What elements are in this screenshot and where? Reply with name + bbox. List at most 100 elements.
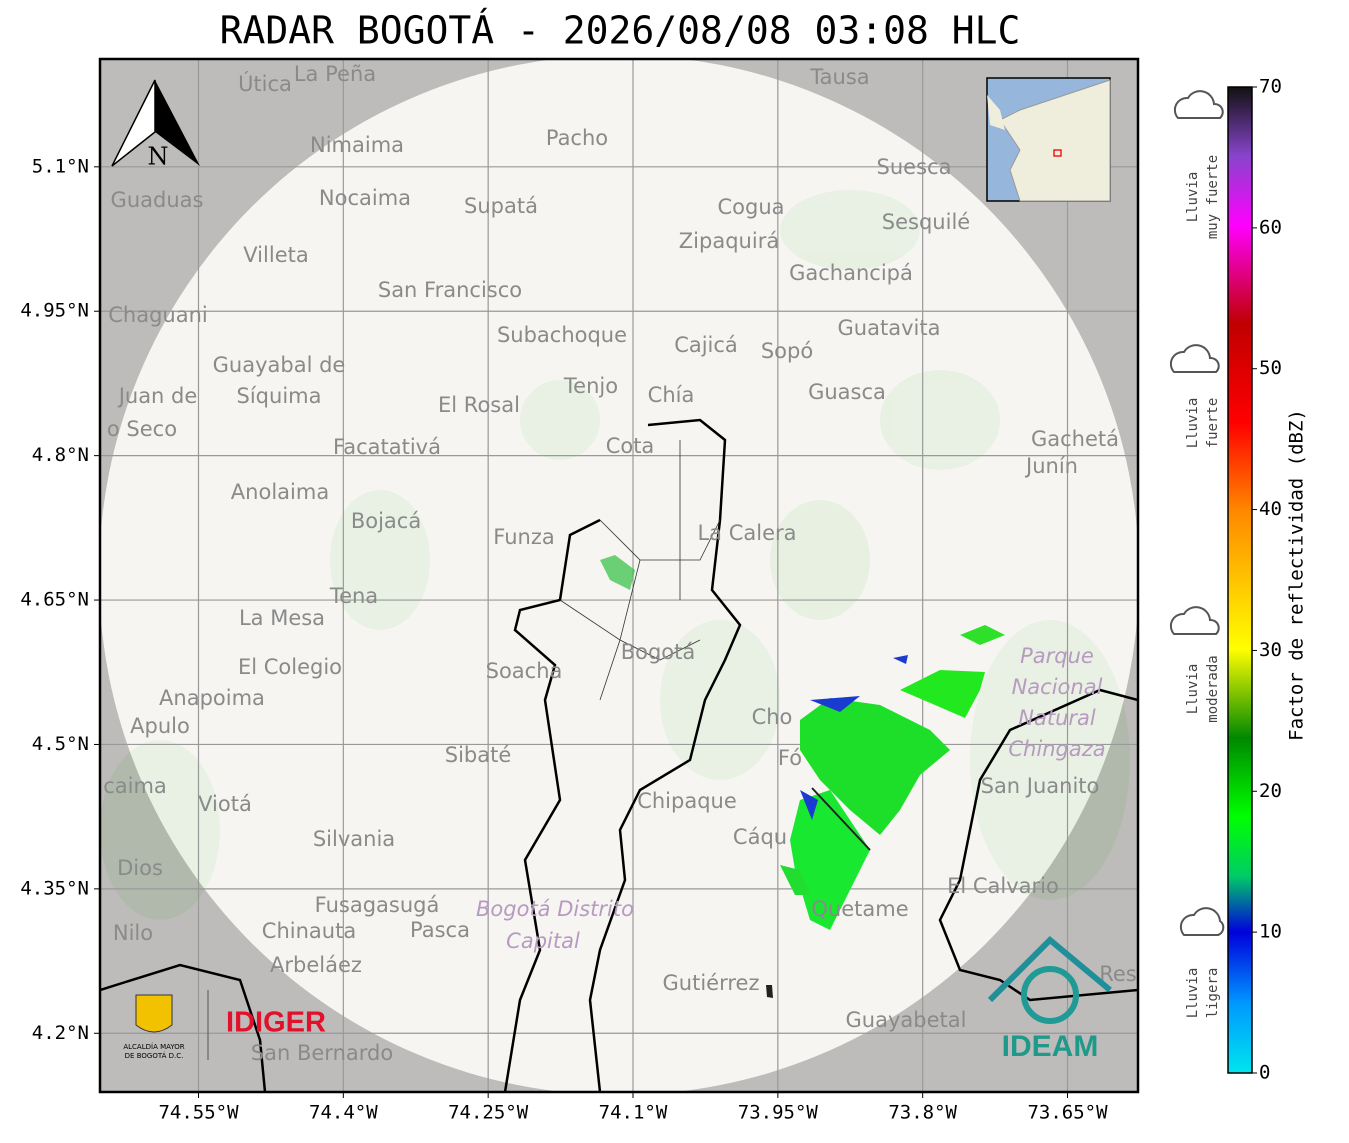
place-label: Cogua (717, 195, 784, 219)
place-label: Guaduas (111, 188, 204, 212)
place-label: Chinauta (262, 919, 356, 943)
boundaries (100, 418, 1138, 1092)
colorbar-tick-label: 60 (1259, 216, 1282, 238)
place-label: Guatavita (838, 316, 941, 340)
y-tick-label: 4.8°N (32, 444, 89, 466)
place-label: Suesca (877, 155, 952, 179)
place-label: Pasca (410, 918, 470, 942)
x-tick-label: 74.1°W (599, 1102, 668, 1124)
logos: ALCALDÍA MAYOR DE BOGOTÁ D.C. IDIGER IDE… (123, 935, 1112, 1063)
place-label: o Seco (107, 417, 177, 441)
y-tick-label: 4.5°N (32, 733, 89, 755)
idiger-logo: IDIGER (226, 1007, 326, 1039)
place-label: Sopó (761, 339, 813, 363)
rain-category: muy fuerte (1205, 155, 1221, 239)
place-label: Fó (778, 746, 802, 770)
place-label: Silvania (313, 827, 395, 851)
place-label: Tausa (809, 65, 869, 89)
map-frame (98, 57, 1140, 1094)
rain-category: fuerte (1205, 398, 1221, 449)
place-label: Gachancipá (789, 261, 913, 285)
place-label: Cota (606, 434, 655, 458)
x-tick-label: 74.25°W (448, 1102, 529, 1124)
colorbar-tick-label: 20 (1259, 780, 1282, 802)
place-label: Subachoque (497, 323, 627, 347)
colorbar-tick-label: 70 (1259, 76, 1282, 98)
place-label: Funza (493, 525, 554, 549)
place-label: Sibaté (445, 743, 512, 767)
rain-category: Lluvia (1185, 968, 1201, 1019)
place-label: San Juanito (981, 774, 1100, 798)
place-label: Cho (752, 705, 793, 729)
inset-location (1053, 149, 1062, 157)
rain-category: Lluvia (1185, 664, 1201, 715)
place-label: Tenjo (563, 374, 618, 398)
place-label: Cáqu (733, 825, 787, 849)
inset-land (987, 95, 1005, 130)
place-label: Anolaima (231, 480, 329, 504)
place-label: La Mesa (239, 606, 325, 630)
y-tick-label: 4.95°N (20, 300, 89, 322)
north-arrow: N (111, 79, 200, 171)
map: Útica La Peña Tausa Pacho Nimaima Suesca Guadu… (100, 59, 1138, 1092)
place-label: Arbeláez (270, 953, 362, 977)
place-label: Gutiérrez (663, 971, 760, 995)
place-label: Capital (506, 929, 580, 953)
place-label: Síquima (237, 384, 322, 408)
x-tick-label: 74.4°W (309, 1102, 378, 1124)
place-label: La Peña (294, 62, 376, 86)
place-label: Junín (1024, 454, 1078, 478)
place-label: Res (1099, 962, 1137, 986)
place-label: Supatá (464, 194, 538, 218)
districts (559, 440, 721, 701)
place-label: Sesquilé (882, 210, 970, 234)
y-tick-label: 5.1°N (32, 155, 89, 177)
place-label: Apulo (130, 714, 190, 738)
place-label: Bogotá (621, 640, 696, 664)
place-label: Guasca (808, 380, 886, 404)
place-label: El Rosal (438, 393, 520, 417)
place-label: Viotá (198, 792, 252, 816)
rain-category: Lluvia (1185, 172, 1201, 223)
place-label: Facatativá (333, 435, 441, 459)
weather-icons (1169, 90, 1225, 936)
radar-echoes (600, 555, 1005, 998)
place-label: La Calera (697, 521, 796, 545)
place-label: Bojacá (351, 509, 421, 533)
place-label: Parque (1020, 644, 1094, 668)
x-tick-label: 73.95°W (738, 1102, 819, 1124)
place-label: Gachetá (1031, 427, 1119, 451)
place-label: Soacha (486, 659, 563, 683)
place-label: Nacional (1012, 675, 1103, 699)
place-label: Anapoima (159, 686, 265, 710)
place-label: Juan de (117, 384, 198, 408)
alcaldia-logo: ALCALDÍA MAYOR (123, 1042, 184, 1051)
colorbar-tick-label: 30 (1259, 639, 1282, 661)
x-tick-label: 73.8°W (888, 1102, 957, 1124)
colorbar-tick-label: 10 (1259, 921, 1282, 943)
colorbar-tick-label: 40 (1259, 498, 1282, 520)
place-label: Quetame (811, 897, 908, 921)
place-label: San Francisco (378, 278, 522, 302)
x-tick-label: 74.55°W (158, 1102, 239, 1124)
place-label: Guayabetal (846, 1008, 967, 1032)
place-label: Chía (648, 383, 695, 407)
rain-category: Lluvia (1185, 398, 1201, 449)
y-tick-label: 4.2°N (32, 1022, 89, 1044)
place-label: Guayabal de (213, 353, 346, 377)
inset-land (999, 79, 1111, 202)
north-label: N (148, 143, 169, 171)
place-label: Nimaima (310, 133, 404, 157)
ideam-logo: IDEAM (1002, 1030, 1099, 1063)
y-tick-label: 4.35°N (20, 877, 89, 899)
place-label: Pacho (546, 126, 608, 150)
rain-category: ligera (1205, 968, 1221, 1019)
x-tick-label: 73.65°W (1027, 1102, 1108, 1124)
place-label: Chaguani (108, 303, 208, 327)
place-label: Útica (238, 71, 292, 96)
place-label: Bogotá Distrito (476, 897, 634, 921)
place-label: Dios (117, 856, 163, 880)
place-label: Natural (1018, 706, 1096, 730)
rain-category: moderada (1205, 655, 1221, 722)
